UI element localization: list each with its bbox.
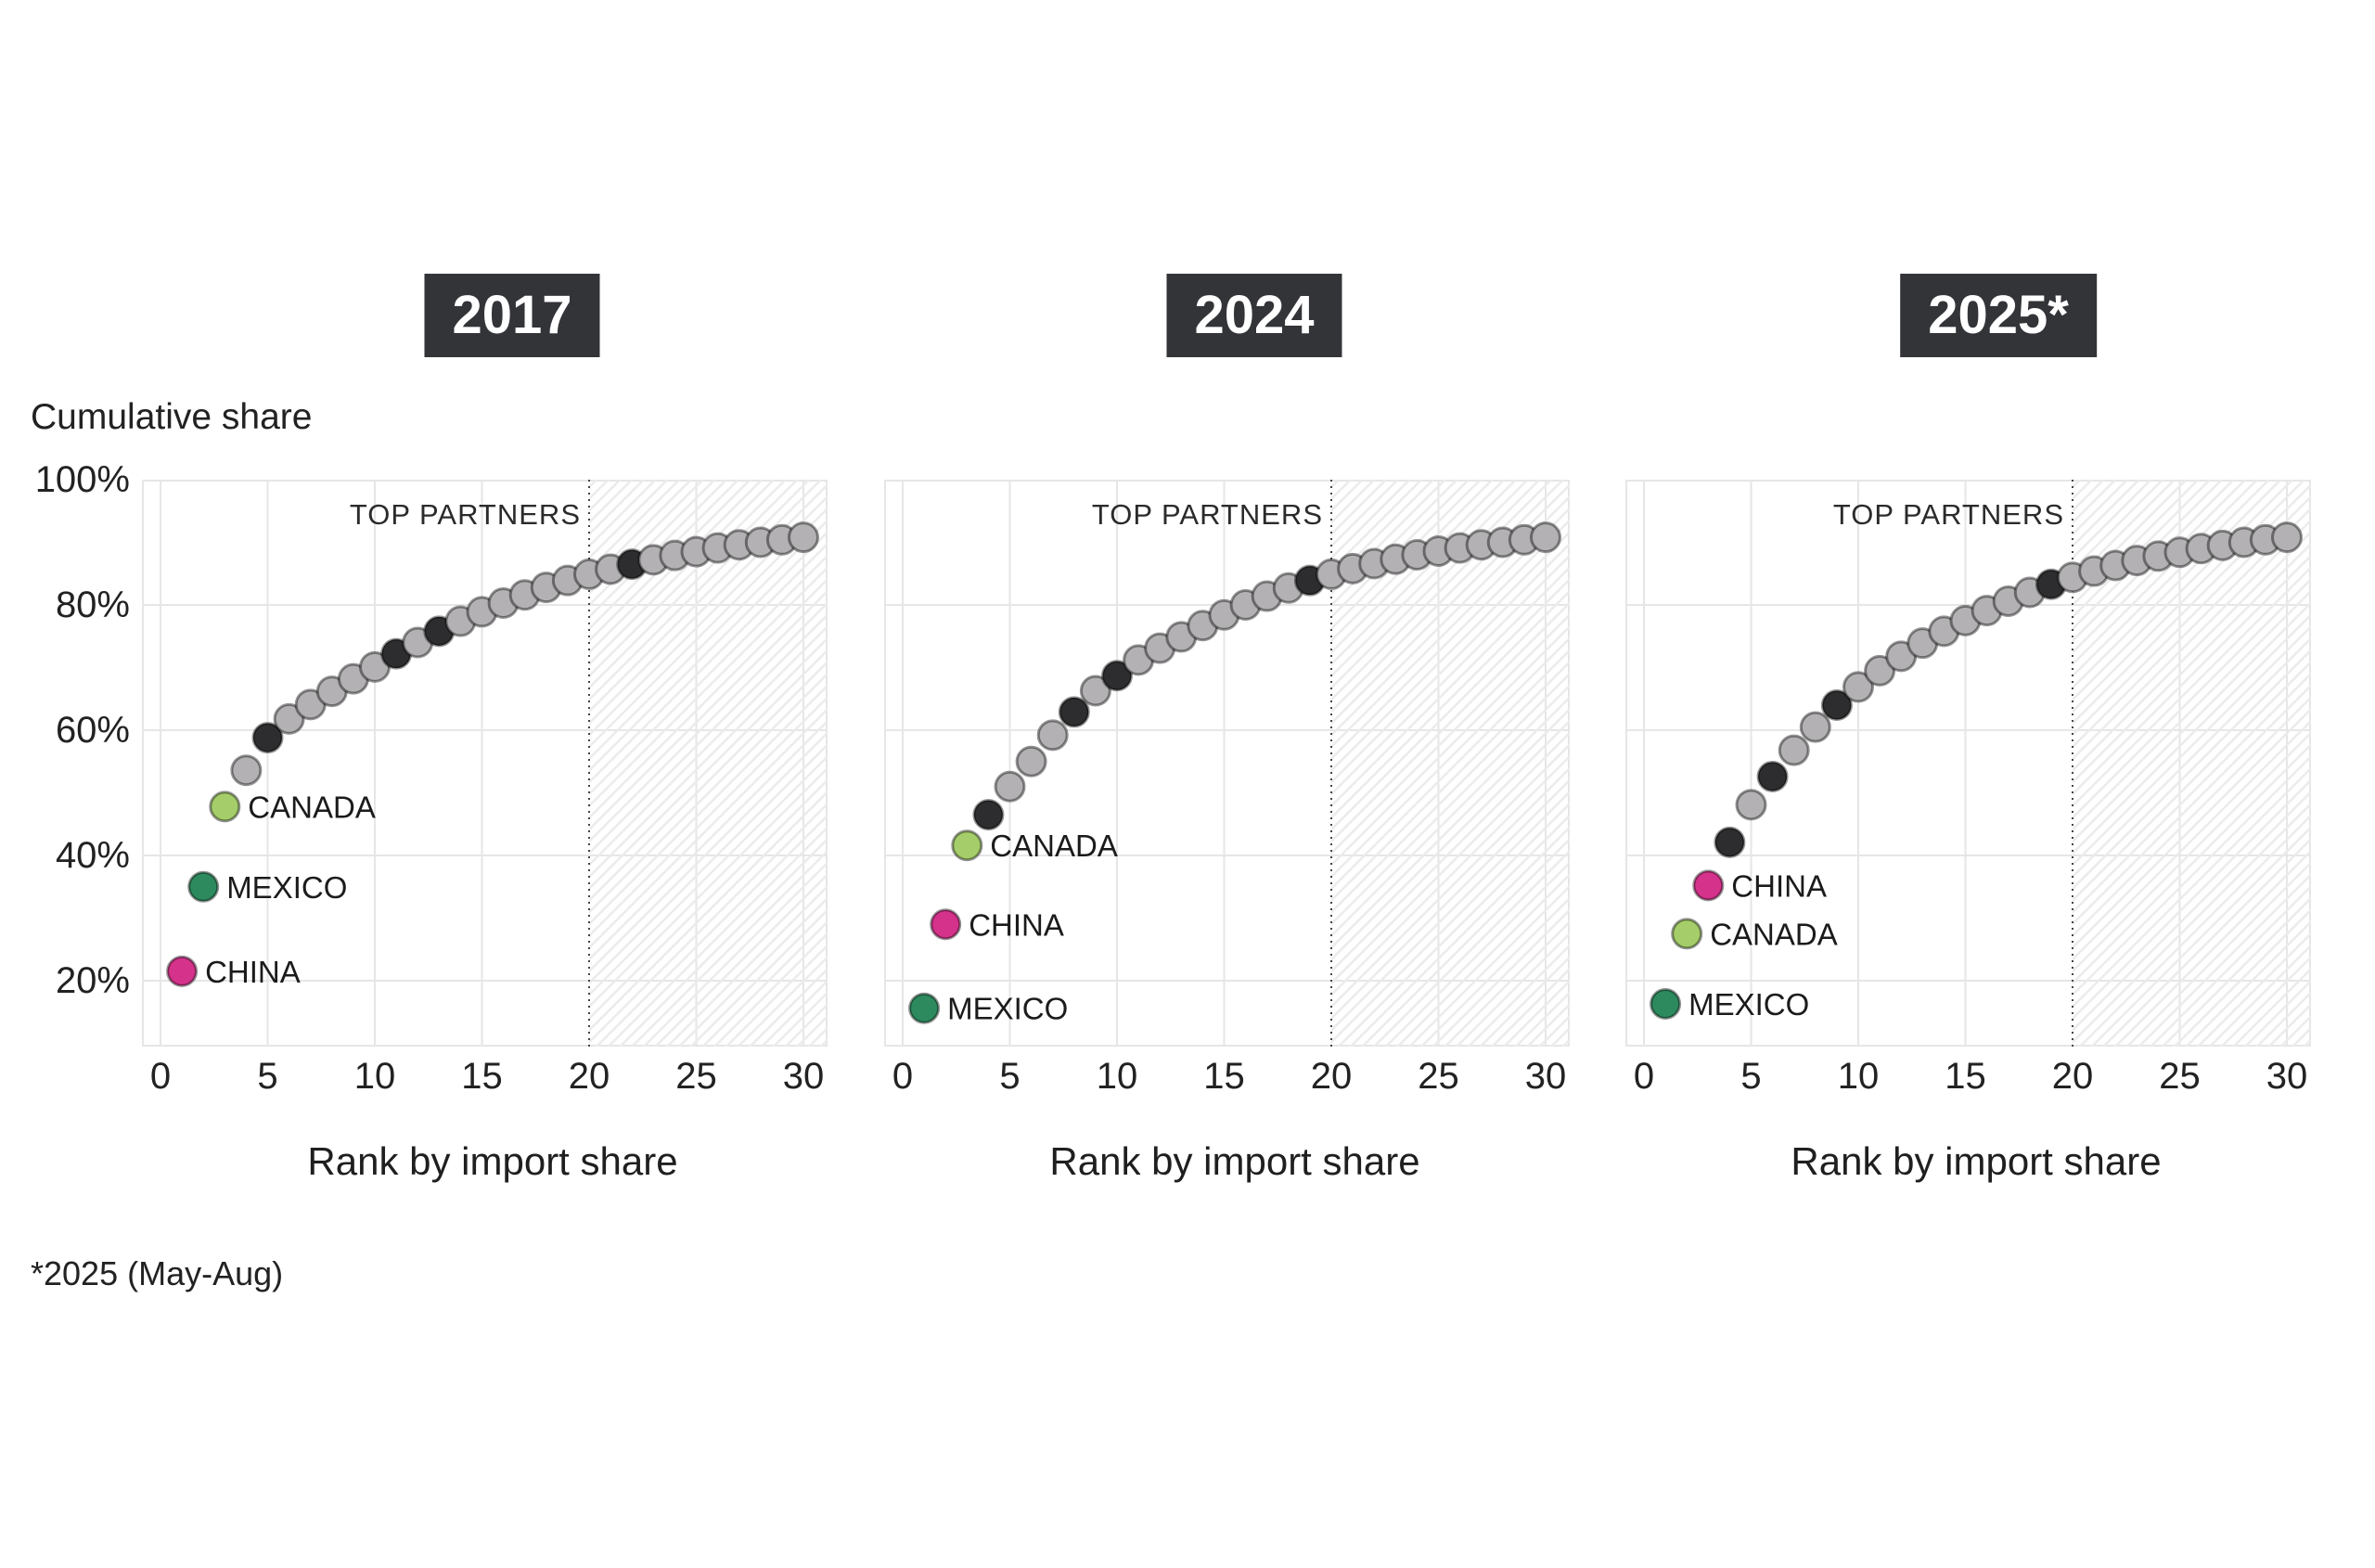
x-tick-label: 25: [675, 1056, 717, 1097]
chart-title-2025: 2025*: [1900, 274, 2097, 357]
highlighted-dot: [1058, 696, 1090, 728]
mexico-dot: [908, 992, 941, 1024]
highlighted-dot: [1101, 660, 1133, 692]
mexico-label: MEXICO: [947, 992, 1068, 1026]
canada-label: CANADA: [248, 790, 376, 824]
data-dot: [1036, 719, 1069, 752]
data-dot: [788, 521, 819, 554]
x-axis-ticks-2025: 0 5 10 15 20 25 30: [0, 1056, 2375, 1102]
mexico-label: MEXICO: [226, 870, 347, 905]
data-dot: [1735, 789, 1767, 821]
x-tick-label: 25: [2159, 1056, 2201, 1097]
china-dot: [1692, 869, 1725, 902]
x-tick-label: 30: [1524, 1056, 1567, 1097]
data-dot: [994, 770, 1026, 803]
x-axis-title-2017: Rank by import share: [307, 1139, 678, 1183]
x-tick-label: 0: [149, 1056, 172, 1097]
data-dot: [1799, 711, 1831, 743]
chart-title-2017: 2017: [424, 274, 600, 357]
scatter-plot-2024: TOP PARTNERS MEXICO CHINA CANADA: [884, 480, 1570, 1047]
data-dot: [294, 688, 327, 721]
y-tick-label: 100%: [34, 459, 130, 500]
x-tick-label: 5: [257, 1056, 278, 1097]
x-tick-label: 15: [1203, 1056, 1245, 1097]
x-axis-ticks-2024: 0 5 10 15 20 25 30: [0, 1056, 2375, 1102]
x-tick-label: 25: [1418, 1056, 1459, 1097]
region-label: TOP PARTNERS: [1833, 498, 2064, 531]
y-axis-title: Cumulative share: [31, 397, 313, 437]
data-dot: [273, 702, 305, 735]
highlighted-dot: [1820, 689, 1853, 721]
data-dot: [359, 650, 391, 683]
data-dot: [1530, 521, 1561, 554]
canada-label: CANADA: [990, 829, 1118, 863]
canada-dot: [951, 829, 983, 862]
x-tick-label: 0: [1633, 1056, 1655, 1097]
data-dot: [230, 754, 263, 787]
x-tick-label: 5: [1740, 1056, 1762, 1097]
data-dot: [1842, 671, 1874, 703]
canada-dot: [1671, 918, 1703, 950]
china-label: CHINA: [969, 907, 1064, 942]
y-axis-ticks: 100% 80% 60% 40% 20%: [0, 0, 130, 1113]
region-label: TOP PARTNERS: [350, 498, 581, 531]
x-tick-label: 30: [782, 1056, 825, 1097]
chart-title-2024: 2024: [1166, 274, 1342, 357]
region-label: TOP PARTNERS: [1092, 498, 1323, 531]
highlighted-dot: [1714, 826, 1746, 858]
china-label: CHINA: [205, 955, 301, 989]
x-axis-title-2024: Rank by import share: [1049, 1139, 1420, 1183]
highlighted-dot: [251, 722, 284, 754]
x-axis-title-2025: Rank by import share: [1791, 1139, 2162, 1183]
x-tick-label: 30: [2266, 1056, 2308, 1097]
x-tick-label: 10: [1837, 1056, 1880, 1097]
mexico-dot: [187, 870, 220, 903]
y-tick-label: 60%: [55, 710, 130, 751]
data-dot: [2271, 521, 2303, 554]
canada-dot: [209, 790, 241, 823]
highlighted-dot: [1756, 760, 1789, 792]
scatter-plot-2017: TOP PARTNERS CHINA MEXICO CANADA: [142, 480, 828, 1047]
data-dot: [1864, 654, 1896, 687]
scatter-plot-2025: TOP PARTNERS MEXICO CANADA CHINA: [1625, 480, 2311, 1047]
x-tick-label: 0: [892, 1056, 914, 1097]
china-label: CHINA: [1731, 868, 1827, 903]
y-tick-label: 20%: [55, 960, 130, 1001]
data-dot: [1885, 640, 1918, 673]
x-tick-label: 15: [1945, 1056, 1986, 1097]
x-tick-label: 10: [353, 1056, 396, 1097]
china-dot: [930, 908, 962, 941]
highlighted-dot: [972, 799, 1005, 831]
data-dot: [1079, 675, 1111, 707]
data-dot: [1015, 745, 1047, 778]
x-tick-label: 20: [2051, 1056, 2094, 1097]
mexico-dot: [1650, 987, 1682, 1020]
x-tick-label: 20: [568, 1056, 610, 1097]
y-tick-label: 80%: [55, 585, 130, 625]
x-tick-label: 15: [461, 1056, 503, 1097]
mexico-label: MEXICO: [1688, 987, 1809, 1022]
canada-label: CANADA: [1710, 917, 1838, 951]
x-tick-label: 5: [999, 1056, 1021, 1097]
x-tick-label: 20: [1310, 1056, 1353, 1097]
y-tick-label: 40%: [55, 835, 130, 876]
data-dot: [1778, 734, 1810, 766]
x-tick-label: 10: [1096, 1056, 1138, 1097]
china-dot: [166, 955, 199, 987]
footnote: *2025 (May-Aug): [31, 1254, 284, 1292]
x-axis-ticks-2017: 0 5 10 15 20 25 30: [0, 1056, 2375, 1102]
